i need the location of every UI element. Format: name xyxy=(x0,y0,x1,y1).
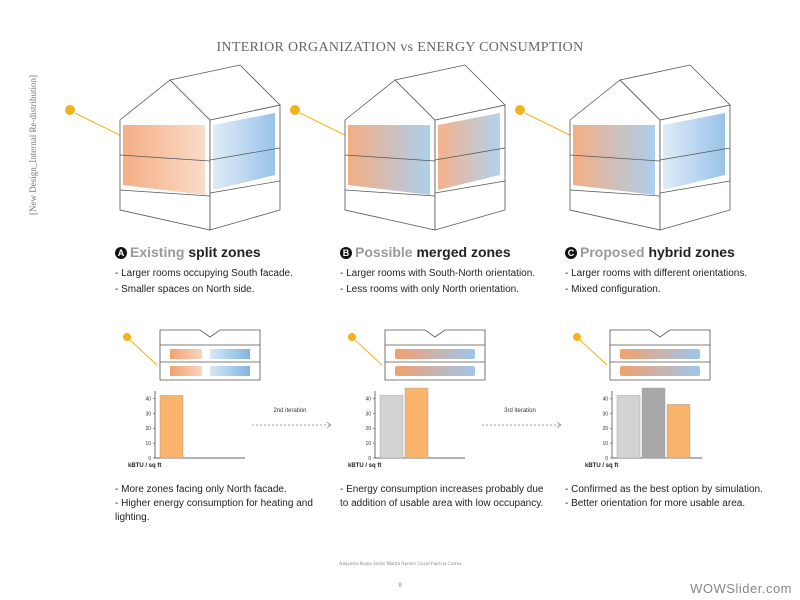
warm-zone xyxy=(573,125,655,195)
note: - Smaller spaces on North side. xyxy=(115,284,255,295)
bar xyxy=(666,404,691,459)
y-tick-label: 40 xyxy=(145,396,151,402)
mixed-zone xyxy=(395,349,475,359)
sun-ray xyxy=(129,339,158,366)
mixed-zone xyxy=(620,366,700,376)
arrow-head xyxy=(326,421,332,429)
bar xyxy=(641,387,666,459)
y-tick-label: 10 xyxy=(145,441,151,447)
floor-line xyxy=(659,180,731,194)
bar xyxy=(616,395,641,459)
heading-bold: merged zones xyxy=(416,244,511,260)
floor-line xyxy=(569,154,661,162)
transition-label: 2nd iteration xyxy=(273,408,306,414)
bar xyxy=(379,395,404,459)
y-axis-label: kBTU / sq ft xyxy=(128,463,161,469)
cool-zone xyxy=(210,366,250,376)
floor-line xyxy=(569,189,661,197)
title: INTERIOR ORGANIZATION vs ENERGY CONSUMPT… xyxy=(216,40,584,55)
sun xyxy=(573,333,581,341)
floor-line xyxy=(209,147,281,161)
y-axis-label: kBTU / sq ft xyxy=(348,463,381,469)
y-tick-label: 30 xyxy=(365,411,371,417)
floor-line xyxy=(209,180,281,194)
column-heading: C Proposed hybrid zones xyxy=(565,244,735,260)
side-label: [New Design_Internal Re-distribution] xyxy=(28,75,38,215)
arrow-head xyxy=(556,421,562,429)
cool-zone xyxy=(438,113,500,190)
warm-zone xyxy=(348,125,430,195)
warm-zone xyxy=(170,366,202,376)
cool-zone xyxy=(213,113,275,190)
floor-line xyxy=(434,180,506,194)
sun xyxy=(123,333,131,341)
note: - Larger rooms with South-North orientat… xyxy=(340,268,536,279)
y-tick-label: 20 xyxy=(365,426,371,432)
zone-letter: C xyxy=(565,247,577,259)
sun-ray xyxy=(354,339,383,366)
column-heading: B Possible merged zones xyxy=(340,244,511,260)
zone-letter: B xyxy=(340,247,352,259)
sun xyxy=(290,105,300,115)
y-tick-label: 20 xyxy=(602,426,608,432)
y-tick-label: 10 xyxy=(365,441,371,447)
watermark: WOWSlider.com xyxy=(690,581,792,596)
floor-line xyxy=(344,154,436,162)
y-tick-label: 10 xyxy=(602,441,608,447)
y-tick-label: 0 xyxy=(148,456,151,462)
house-roof xyxy=(394,64,506,121)
y-axis-label: kBTU / sq ft xyxy=(585,463,618,469)
y-tick-label: 30 xyxy=(145,411,151,417)
floor-line xyxy=(344,189,436,197)
heading-light: Existing xyxy=(130,244,185,260)
zone-letter: A xyxy=(115,247,127,259)
y-tick-label: 30 xyxy=(602,411,608,417)
bar xyxy=(159,395,184,459)
heading-light: Possible xyxy=(355,244,413,260)
y-tick-label: 0 xyxy=(368,456,371,462)
column-heading: A Existing split zones xyxy=(115,244,261,260)
note: - Larger rooms with different orientatio… xyxy=(565,268,748,279)
heading-bold: split zones xyxy=(188,244,261,260)
floor-line xyxy=(434,147,506,161)
heading-bold: hybrid zones xyxy=(648,244,735,260)
finding: - More zones facing only North facade. xyxy=(115,484,287,495)
house-roof xyxy=(619,64,731,121)
y-tick-label: 20 xyxy=(145,426,151,432)
finding: - Higher energy consumption for heating … xyxy=(115,498,313,523)
heading-light: Proposed xyxy=(580,244,645,260)
mixed-zone xyxy=(395,366,475,376)
floor-line xyxy=(119,154,211,162)
transition-label: 3rd iteration xyxy=(504,408,536,414)
sun xyxy=(65,105,75,115)
note: - Larger rooms occupying South facade. xyxy=(115,268,293,279)
note: - Mixed configuration. xyxy=(565,284,661,295)
y-tick-label: 40 xyxy=(365,396,371,402)
house-roof xyxy=(169,64,281,121)
floor-line xyxy=(659,147,731,161)
y-tick-label: 40 xyxy=(602,396,608,402)
sun xyxy=(348,333,356,341)
warm-zone xyxy=(170,349,202,359)
floor-line xyxy=(119,189,211,197)
finding: - Confirmed as the best option by simula… xyxy=(565,484,763,495)
authors: Alejandra Romo Javier Martin Apoorv Goya… xyxy=(338,562,462,567)
sun xyxy=(515,105,525,115)
y-tick-label: 0 xyxy=(605,456,608,462)
warm-zone xyxy=(123,125,205,195)
page-number: 8 xyxy=(398,583,402,589)
bar xyxy=(404,387,429,459)
finding: - Energy consumption increases probably … xyxy=(340,484,544,509)
sun-ray xyxy=(579,339,608,366)
finding: - Better orientation for more usable are… xyxy=(565,498,746,509)
cool-zone xyxy=(210,349,250,359)
mixed-zone xyxy=(620,349,700,359)
cool-zone xyxy=(663,113,725,190)
note: - Less rooms with only North orientation… xyxy=(340,284,519,295)
